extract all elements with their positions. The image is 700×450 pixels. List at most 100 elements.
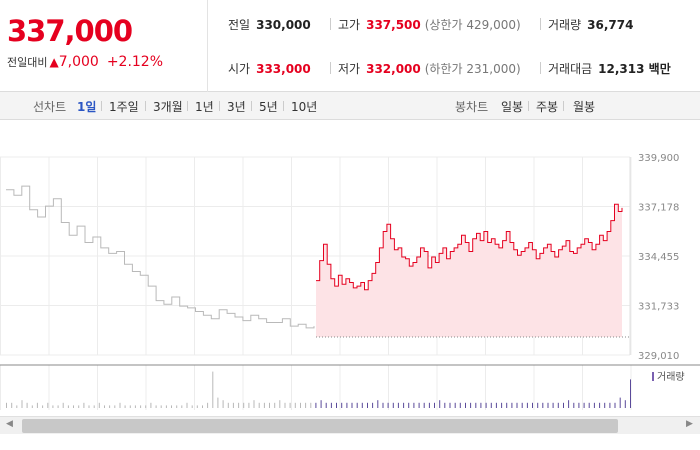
chart-scrollbar[interactable]: ◀ ▶: [0, 416, 700, 434]
volume-bar: [269, 402, 270, 408]
volume-bar: [305, 402, 307, 408]
volume-bar: [227, 402, 229, 408]
volume-bar: [6, 402, 7, 408]
volume-bar: [459, 402, 461, 408]
volume-bar: [73, 405, 74, 408]
volume-bar: [67, 405, 69, 408]
scroll-right-icon[interactable]: ▶: [686, 419, 693, 429]
trade-amount: 거래대금 12,313 백만: [548, 62, 671, 76]
current-price-box: 337,000 전일대비 ▲7,000 +2.12%: [0, 0, 208, 92]
y-tick-label: 331,733: [638, 302, 679, 313]
volume-legend: 거래량: [657, 371, 685, 383]
volume-bar: [568, 400, 570, 408]
volume-bar: [382, 402, 384, 408]
volume-bar: [289, 402, 291, 408]
tab-10year[interactable]: 10년: [291, 100, 318, 114]
tab-3month[interactable]: 3개월: [153, 100, 183, 114]
tab-weekly-candle[interactable]: 주봉: [536, 100, 559, 114]
tab-5year[interactable]: 5년: [259, 100, 278, 114]
price-chart: 339,900 337,178 334,455 331,733 329,010 거래량: [0, 153, 700, 410]
volume-bar: [212, 371, 214, 408]
divider: [540, 62, 541, 74]
current-price: 337,000: [7, 14, 133, 48]
tab-monthly-candle[interactable]: 월봉: [573, 100, 596, 114]
volume-bar: [475, 402, 477, 408]
volume-bar: [140, 405, 142, 408]
candle-chart-label: 봉차트: [455, 100, 489, 114]
volume-bar: [325, 402, 327, 408]
volume-bar: [21, 400, 23, 408]
y-tick-label: 337,178: [638, 203, 679, 214]
volume-bar: [330, 402, 332, 408]
volume-bar: [232, 402, 234, 408]
divider: [330, 62, 331, 74]
volume-bar: [408, 402, 410, 408]
volume-bar: [150, 402, 152, 408]
volume-bar: [83, 402, 85, 408]
volume-bar: [619, 397, 621, 408]
up-arrow-icon: ▲: [49, 55, 59, 69]
volume-bar: [624, 400, 626, 408]
volume-bar: [104, 405, 105, 408]
volume-bar: [62, 402, 64, 408]
scroll-thumb[interactable]: [22, 419, 618, 433]
volume-bar: [274, 402, 276, 408]
volume-bar: [16, 405, 18, 408]
volume-bar: [547, 402, 549, 408]
volume-bar: [578, 402, 580, 408]
y-tick-label: 329,010: [638, 351, 679, 362]
today-price-line: [316, 203, 623, 291]
volume-bar: [98, 402, 100, 408]
volume-bar: [599, 402, 601, 408]
volume-bar: [573, 402, 575, 408]
volume-bar: [346, 402, 348, 408]
volume-bar: [397, 402, 399, 408]
volume-bar: [134, 405, 136, 408]
volume-bar: [42, 405, 44, 408]
volume-bar: [11, 402, 13, 408]
volume-bar: [604, 402, 606, 408]
volume-bar: [217, 397, 219, 408]
volume-bar: [444, 402, 446, 408]
volume-bar: [521, 402, 523, 408]
quote-panel: 337,000 전일대비 ▲7,000 +2.12% 전일 330,000 고가 337…: [0, 0, 700, 92]
volume-bar: [588, 402, 590, 408]
volume-bar: [300, 402, 301, 408]
volume-bar: [320, 400, 322, 408]
volume-bar: [480, 402, 482, 408]
volume: 거래량 36,774: [548, 18, 634, 32]
divider: [540, 18, 541, 30]
volume-bar: [253, 400, 255, 408]
volume-bar: [423, 402, 425, 408]
volume-bar: [155, 405, 157, 408]
volume-bar: [196, 405, 198, 408]
tab-daily-candle[interactable]: 일봉: [501, 100, 524, 114]
volume-bar: [367, 402, 368, 408]
volume-bar: [202, 405, 203, 408]
volume-bar: [465, 402, 466, 408]
volume-bar: [583, 402, 585, 408]
volume-bar: [57, 405, 59, 408]
volume-bar: [485, 402, 487, 408]
tab-1year[interactable]: 1년: [195, 100, 214, 114]
volume-bars: [6, 371, 631, 408]
tab-3year[interactable]: 3년: [227, 100, 246, 114]
volume-bar: [222, 400, 224, 408]
volume-bar: [181, 405, 183, 408]
volume-bar: [454, 402, 456, 408]
high-price: 고가 337,500 (상한가 429,000): [338, 18, 521, 32]
today-price-area: [316, 204, 622, 337]
tab-1day[interactable]: 1일: [77, 100, 97, 114]
tab-1week[interactable]: 1주일: [109, 100, 139, 114]
volume-bar: [351, 402, 353, 408]
volume-bar: [449, 402, 451, 408]
scroll-left-icon[interactable]: ◀: [6, 419, 13, 429]
volume-bar: [52, 405, 54, 408]
volume-bar: [614, 402, 616, 408]
volume-bar: [114, 405, 116, 408]
diff-label: 전일대비: [7, 56, 48, 69]
diff-value: 7,000: [58, 54, 99, 70]
volume-bar: [470, 402, 472, 408]
volume-bar: [418, 402, 420, 408]
volume-bar: [186, 402, 188, 408]
